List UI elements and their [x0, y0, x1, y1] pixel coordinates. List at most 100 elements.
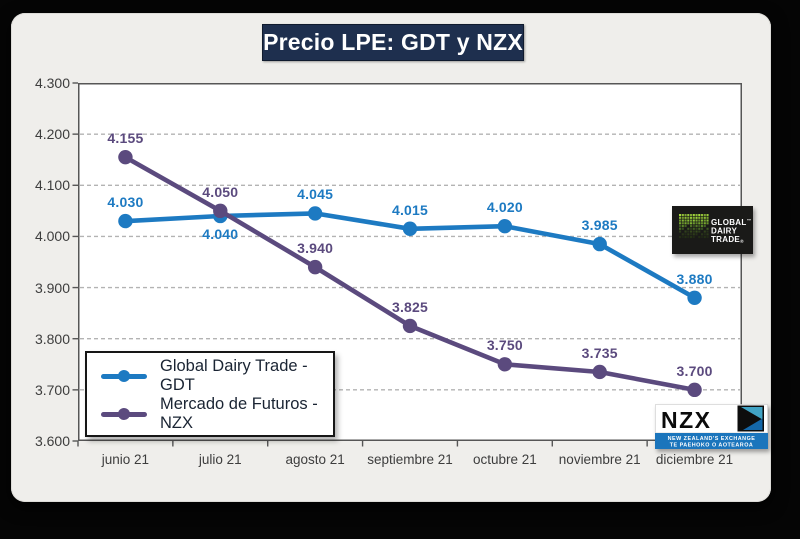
x-axis-label: octubre 21 [472, 452, 537, 467]
gdt-pixel [679, 219, 682, 222]
gdt-pixel [690, 227, 693, 230]
gdt-line-marker-icon [101, 370, 147, 382]
y-axis-label: 3.600 [34, 433, 70, 449]
data-point-gdt [402, 221, 418, 236]
nzx-logo: NZX NEW ZEALAND'S EXCHANGE TE PAEHOKO O … [655, 404, 768, 449]
x-axis-label: julio 21 [198, 452, 242, 467]
gdt-pixel [687, 230, 690, 233]
gdt-pixel [703, 222, 706, 225]
legend-item-gdt: Global Dairy Trade - GDT [101, 357, 319, 395]
gdt-dot-icon [118, 370, 130, 382]
gdt-pixel [692, 236, 695, 239]
gdt-pixel [706, 230, 709, 233]
data-label-gdt: 3.985 [581, 217, 618, 234]
data-label-nzx: 3.750 [486, 337, 523, 354]
gdt-pixel [692, 230, 695, 233]
gdt-pixel [701, 225, 704, 228]
gdt-logo-text-2: DAIRY [711, 227, 737, 236]
data-point-nzx [213, 203, 228, 219]
data-point-gdt [687, 290, 702, 305]
gdt-pixel [687, 219, 690, 222]
gdt-pixel [701, 214, 704, 217]
gdt-pixel [703, 233, 706, 236]
gdt-pixel [681, 219, 684, 222]
gdt-pixel [706, 219, 709, 222]
gdt-pixel [692, 222, 695, 225]
data-label-gdt: 4.030 [107, 194, 144, 211]
gdt-pixel [690, 219, 693, 222]
gdt-pixel [695, 230, 698, 233]
data-point-nzx [118, 149, 133, 165]
nzx-teal-triangle-icon [741, 407, 763, 420]
data-label-gdt: 4.020 [486, 199, 523, 216]
data-label-gdt: 4.045 [297, 186, 334, 203]
gdt-pixel [692, 233, 695, 236]
gdt-pixel [679, 236, 682, 239]
gdt-pixel [698, 230, 701, 233]
gdt-pixel [681, 222, 684, 225]
x-axis-label: noviembre 21 [558, 452, 641, 467]
gdt-pixel [684, 236, 687, 239]
gdt-pixel [684, 216, 687, 219]
data-label-gdt: 4.040 [202, 225, 239, 242]
x-axis-label: agosto 21 [285, 452, 345, 467]
gdt-pixel [695, 227, 698, 230]
gdt-pixel [687, 214, 690, 217]
gdt-pixel [690, 225, 693, 228]
gdt-pixel [692, 219, 695, 222]
nzx-blue-triangle-icon [743, 418, 763, 430]
x-axis-label: diciembre 21 [655, 452, 734, 467]
global-dairy-trade-logo: GLOBAL™ DAIRY TRADE® [672, 206, 753, 254]
chart-title: Precio LPE: GDT y NZX [263, 29, 523, 55]
y-axis-label: 4.000 [34, 228, 70, 245]
gdt-pixel [695, 233, 698, 236]
gdt-pixel [703, 225, 706, 228]
gdt-logo-canvas: GLOBAL™ DAIRY TRADE® [672, 206, 753, 254]
gdt-pixel [698, 214, 701, 217]
x-axis-label: junio 21 [101, 452, 150, 467]
legend-label-gdt: Global Dairy Trade - GDT [160, 357, 308, 394]
gdt-pixel [706, 216, 709, 219]
gdt-pixel [703, 219, 706, 222]
gdt-pixel [687, 236, 690, 239]
gdt-pixel [692, 214, 695, 217]
gdt-pixel [679, 225, 682, 228]
data-label-nzx: 3.940 [297, 240, 334, 257]
gdt-pixel [698, 216, 701, 219]
nzx-strip [655, 433, 768, 449]
gdt-pixel [687, 216, 690, 219]
legend-label-nzx: Mercado de Futuros - NZX [160, 395, 318, 432]
gdt-pixel [701, 219, 704, 222]
gdt-pixel [706, 236, 709, 239]
gdt-pixel [701, 233, 704, 236]
data-point-nzx [687, 382, 702, 398]
gdt-pixel [692, 227, 695, 230]
data-point-nzx [307, 259, 323, 275]
y-axis-label: 4.100 [34, 177, 70, 194]
chart-legend: Global Dairy Trade - GDT Mercado de Futu… [85, 351, 335, 437]
gdt-pixel [681, 225, 684, 228]
nzx-logo-canvas: NZX NEW ZEALAND'S EXCHANGE TE PAEHOKO O … [655, 404, 768, 449]
gdt-pixel [681, 236, 684, 239]
y-axis-label: 4.300 [34, 75, 70, 91]
gdt-pixel [703, 216, 706, 219]
gdt-pixel [679, 216, 682, 219]
data-label-nzx: 3.700 [676, 362, 713, 379]
gdt-pixel [695, 214, 698, 217]
gdt-pixel [698, 236, 701, 239]
gdt-pixel [692, 216, 695, 219]
nzx-tagline-1: NEW ZEALAND'S EXCHANGE [668, 436, 756, 442]
data-label-gdt: 3.880 [676, 270, 713, 287]
gdt-pixel [701, 222, 704, 225]
legend-item-nzx: Mercado de Futuros - NZX [101, 395, 319, 433]
gdt-pixel [684, 222, 687, 225]
data-label-gdt: 4.015 [391, 201, 429, 218]
gdt-pixel [706, 233, 709, 236]
gdt-pixel [703, 230, 706, 233]
gdt-pixel [703, 236, 706, 239]
gdt-logo-text-1: GLOBAL™ [711, 218, 751, 227]
gdt-pixel [695, 222, 698, 225]
chart-title-box: Precio LPE: GDT y NZX [262, 24, 524, 61]
gdt-pixel [706, 222, 709, 225]
